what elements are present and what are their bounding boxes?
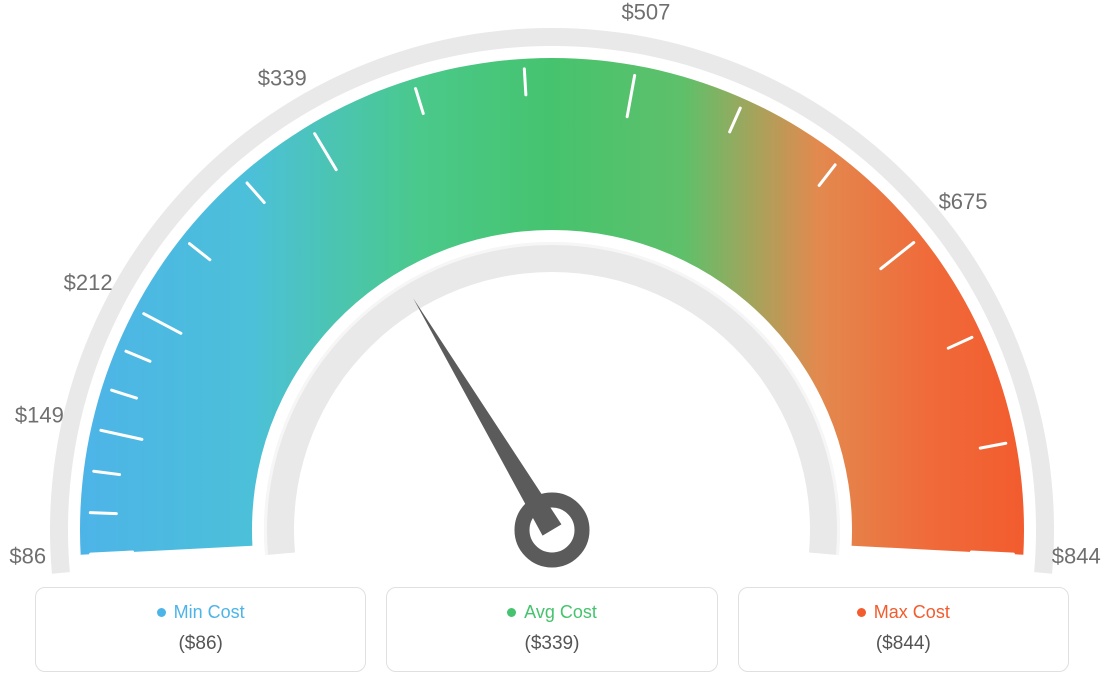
svg-text:$339: $339 — [258, 65, 307, 90]
legend-max-value: ($844) — [749, 633, 1058, 655]
legend-card-max: Max Cost ($844) — [738, 587, 1069, 672]
legend-max-label: Max Cost — [874, 602, 950, 623]
dot-icon — [857, 608, 866, 617]
svg-text:$507: $507 — [621, 0, 670, 24]
legend-avg-label: Avg Cost — [524, 602, 597, 623]
legend-min-label: Min Cost — [174, 602, 245, 623]
svg-text:$212: $212 — [64, 270, 113, 295]
svg-text:$675: $675 — [939, 189, 988, 214]
dot-icon — [507, 608, 516, 617]
svg-text:$844: $844 — [1052, 543, 1101, 568]
legend-card-min: Min Cost ($86) — [35, 587, 366, 672]
legend-min-value: ($86) — [46, 633, 355, 655]
legend: Min Cost ($86) Avg Cost ($339) Max Cost … — [35, 587, 1069, 672]
legend-card-avg: Avg Cost ($339) — [386, 587, 717, 672]
legend-avg-value: ($339) — [397, 633, 706, 655]
svg-text:$86: $86 — [9, 543, 46, 568]
cost-gauge: $86 $149 $212 $339 $507 $675 $844 — [0, 0, 1104, 575]
dot-icon — [157, 608, 166, 617]
svg-text:$149: $149 — [15, 403, 64, 428]
